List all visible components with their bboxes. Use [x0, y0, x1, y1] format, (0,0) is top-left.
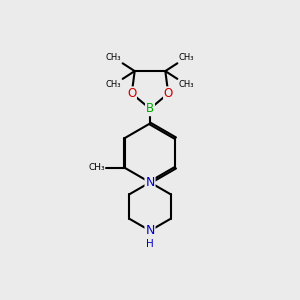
Text: H: H — [146, 239, 154, 249]
Text: CH₃: CH₃ — [179, 80, 194, 89]
Text: CH₃: CH₃ — [88, 163, 105, 172]
Text: O: O — [164, 87, 173, 100]
Text: CH₃: CH₃ — [106, 80, 121, 89]
Text: CH₃: CH₃ — [179, 53, 194, 62]
Text: O: O — [127, 87, 136, 100]
Text: N: N — [145, 176, 155, 189]
Text: B: B — [146, 102, 154, 115]
Text: N: N — [145, 224, 155, 237]
Text: CH₃: CH₃ — [106, 53, 121, 62]
